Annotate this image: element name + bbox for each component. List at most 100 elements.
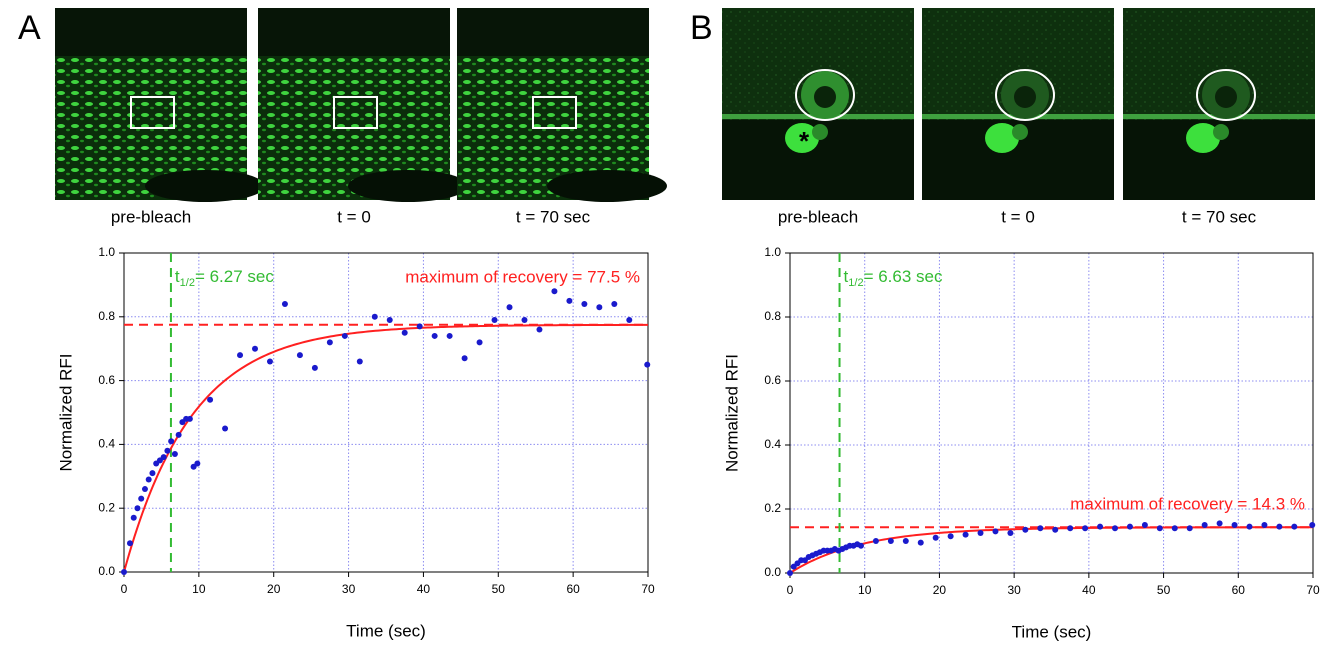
data-point: [902, 538, 909, 544]
nucleus-core: [1014, 86, 1036, 108]
image-dark-top: [258, 8, 450, 56]
data-point: [222, 425, 229, 432]
nucleus-core: [814, 86, 836, 108]
data-point: [611, 301, 618, 308]
fit-curve: [123, 323, 649, 573]
data-point: [1112, 525, 1119, 532]
cell-blob: [985, 123, 1019, 153]
y-axis-title: Normalized RFI: [722, 354, 741, 472]
data-point: [401, 329, 408, 336]
data-point: [461, 355, 468, 362]
y-tick-label: 1.0: [764, 245, 781, 259]
x-tick-label: 40: [1082, 583, 1096, 597]
image-dark-top: [457, 8, 649, 56]
data-point: [787, 570, 793, 576]
x-tick-label: 0: [787, 583, 794, 597]
data-point: [175, 431, 182, 438]
data-point: [126, 540, 133, 547]
data-point: [281, 301, 288, 308]
y-tick-label: 1.0: [98, 245, 115, 259]
x-tick-label: 60: [1232, 583, 1246, 597]
roi-box: [532, 96, 577, 129]
image-caption: t = 70 sec: [516, 207, 591, 226]
data-point: [296, 352, 303, 359]
data-point: [446, 332, 453, 339]
x-tick-label: 60: [566, 582, 580, 596]
data-point: [962, 531, 969, 538]
data-point: [947, 533, 954, 540]
half-time-prefix: t: [844, 267, 849, 286]
x-tick-label: 20: [933, 583, 947, 597]
data-point: [521, 316, 528, 323]
data-point: [237, 352, 244, 359]
data-point: [566, 297, 573, 304]
data-point: [551, 288, 558, 295]
data-point: [186, 415, 193, 422]
data-point: [326, 339, 333, 346]
roi-circle: [1196, 69, 1256, 121]
x-tick-label: 70: [1306, 583, 1320, 597]
x-tick-label: 10: [192, 582, 206, 596]
image-dark-top: [55, 8, 247, 56]
data-point: [932, 534, 939, 541]
data-point: [872, 538, 879, 544]
data-point: [121, 569, 127, 575]
data-point: [145, 476, 152, 483]
roi-circle: [995, 69, 1055, 121]
data-point: [1082, 525, 1089, 532]
data-point: [356, 358, 363, 365]
roi-circle: [795, 69, 855, 121]
data-point: [371, 313, 378, 320]
data-point: [1201, 522, 1208, 528]
data-point: [596, 304, 603, 311]
data-point: [164, 447, 171, 454]
image-dark-region: [348, 170, 468, 202]
data-point: [160, 454, 167, 461]
image-caption: pre-bleach: [778, 207, 858, 226]
data-point: [887, 538, 894, 544]
cell-blob: [1186, 123, 1220, 153]
data-point: [1067, 525, 1074, 532]
cell-blob: [785, 123, 819, 153]
data-point: [1291, 523, 1298, 530]
data-point: [171, 450, 178, 457]
data-point: [266, 358, 273, 365]
y-tick-label: 0.4: [764, 437, 781, 451]
data-point: [917, 539, 924, 546]
data-point: [1007, 530, 1014, 536]
data-point: [138, 495, 145, 502]
y-tick-label: 0.8: [98, 309, 115, 323]
y-tick-label: 0.4: [98, 437, 115, 451]
data-point: [1037, 525, 1044, 532]
data-point: [536, 326, 543, 333]
x-tick-label: 30: [342, 582, 356, 596]
y-axis-title: Normalized RFI: [56, 353, 75, 471]
data-point: [386, 316, 393, 323]
data-point: [1126, 523, 1133, 530]
half-time-value: = 6.63 sec: [864, 267, 943, 286]
cell-blob-side: [1012, 124, 1028, 140]
x-tick-label: 20: [267, 582, 281, 596]
panel-label: A: [18, 9, 41, 47]
data-point: [141, 486, 148, 493]
image-dark-region: [145, 170, 265, 202]
y-tick-label: 0.6: [98, 373, 115, 387]
data-point: [1052, 526, 1059, 533]
x-axis-title: Time (sec): [346, 621, 426, 640]
plateau-label: maximum of recovery = 14.3 %: [1070, 495, 1305, 514]
half-time-subscript: 1/2: [848, 277, 863, 289]
y-tick-label: 0.0: [98, 564, 115, 578]
data-point: [341, 332, 348, 339]
micrograph: [55, 8, 265, 202]
cell-blob-side: [812, 124, 828, 140]
half-time-label: t1/2= 6.63 sec: [844, 267, 943, 288]
y-tick-label: 0.2: [98, 500, 115, 514]
data-point: [1097, 523, 1104, 530]
data-point: [977, 530, 984, 536]
plot-area: [124, 253, 648, 572]
half-time-prefix: t: [175, 267, 180, 286]
data-point: [581, 301, 588, 308]
nucleus-core: [1215, 86, 1237, 108]
data-point: [1231, 522, 1238, 528]
